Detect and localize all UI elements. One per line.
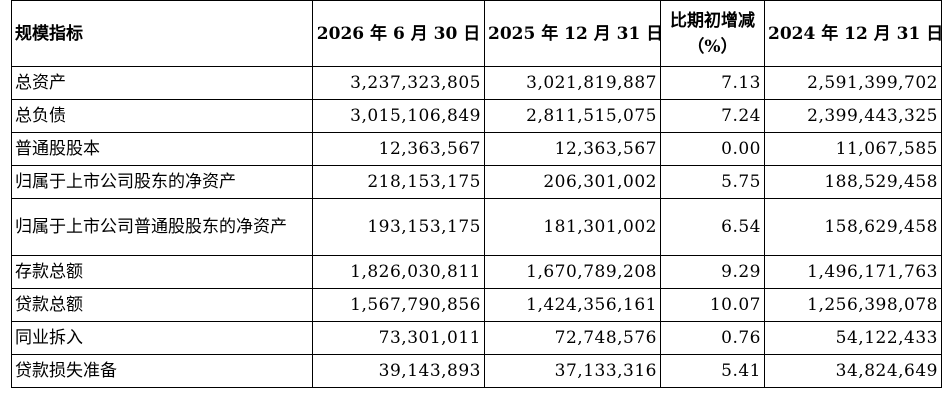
- cell-value: 12,363,567: [484, 132, 661, 166]
- table-row: 总负债 3,015,106,849 2,811,515,075 7.24 2,3…: [11, 99, 942, 133]
- cell-value: 37,133,316: [484, 354, 661, 388]
- header-row: 规模指标 2026 年 6 月 30 日 2025 年 12 月 31 日 比期…: [11, 0, 942, 67]
- table-row: 普通股股本 12,363,567 12,363,567 0.00 11,067,…: [11, 132, 942, 166]
- cell-value: 1,256,398,078: [764, 288, 942, 322]
- row-label: 存款总额: [11, 255, 313, 289]
- cell-value: 72,748,576: [484, 321, 661, 355]
- cell-change: 5.41: [660, 354, 765, 388]
- cell-value: 2,399,443,325: [764, 99, 942, 133]
- header-indicator: 规模指标: [11, 0, 313, 67]
- header-2024-12-31: 2024 年 12 月 31 日: [764, 0, 942, 67]
- cell-change: 0.76: [660, 321, 765, 355]
- cell-value: 39,143,893: [312, 354, 485, 388]
- cell-value: 12,363,567: [312, 132, 485, 166]
- table-row: 贷款损失准备 39,143,893 37,133,316 5.41 34,824…: [11, 354, 942, 388]
- cell-value: 218,153,175: [312, 165, 485, 199]
- cell-change: 0.00: [660, 132, 765, 166]
- cell-value: 73,301,011: [312, 321, 485, 355]
- cell-change: 9.29: [660, 255, 765, 289]
- cell-change: 5.75: [660, 165, 765, 199]
- cell-value: 181,301,002: [484, 198, 661, 256]
- cell-value: 1,567,790,856: [312, 288, 485, 322]
- header-change-percent: 比期初增减（%）: [660, 0, 765, 67]
- cell-value: 206,301,002: [484, 165, 661, 199]
- financial-table-container: 规模指标 2026 年 6 月 30 日 2025 年 12 月 31 日 比期…: [11, 0, 942, 388]
- row-label: 同业拆入: [11, 321, 313, 355]
- cell-change: 7.13: [660, 66, 765, 100]
- cell-value: 1,826,030,811: [312, 255, 485, 289]
- row-label: 贷款损失准备: [11, 354, 313, 388]
- table-row: 总资产 3,237,323,805 3,021,819,887 7.13 2,5…: [11, 66, 942, 100]
- cell-value: 158,629,458: [764, 198, 942, 256]
- row-label: 归属于上市公司普通股股东的净资产: [11, 198, 313, 256]
- table-row: 存款总额 1,826,030,811 1,670,789,208 9.29 1,…: [11, 255, 942, 289]
- row-label: 归属于上市公司股东的净资产: [11, 165, 313, 199]
- cell-value: 2,811,515,075: [484, 99, 661, 133]
- cell-value: 188,529,458: [764, 165, 942, 199]
- scale-indicators-table: 规模指标 2026 年 6 月 30 日 2025 年 12 月 31 日 比期…: [11, 0, 942, 388]
- cell-value: 34,824,649: [764, 354, 942, 388]
- row-label: 总资产: [11, 66, 313, 100]
- cell-value: 1,670,789,208: [484, 255, 661, 289]
- cell-value: 1,496,171,763: [764, 255, 942, 289]
- cell-value: 2,591,399,702: [764, 66, 942, 100]
- row-label: 总负债: [11, 99, 313, 133]
- cell-value: 11,067,585: [764, 132, 942, 166]
- cell-value: 193,153,175: [312, 198, 485, 256]
- table-row: 贷款总额 1,567,790,856 1,424,356,161 10.07 1…: [11, 288, 942, 322]
- cell-change: 6.54: [660, 198, 765, 256]
- cell-value: 3,015,106,849: [312, 99, 485, 133]
- table-row: 归属于上市公司股东的净资产 218,153,175 206,301,002 5.…: [11, 165, 942, 199]
- row-label: 普通股股本: [11, 132, 313, 166]
- cell-value: 54,122,433: [764, 321, 942, 355]
- cell-value: 1,424,356,161: [484, 288, 661, 322]
- cell-value: 3,021,819,887: [484, 66, 661, 100]
- row-label: 贷款总额: [11, 288, 313, 322]
- header-2026-06-30: 2026 年 6 月 30 日: [312, 0, 485, 67]
- cell-change: 7.24: [660, 99, 765, 133]
- table-row: 同业拆入 73,301,011 72,748,576 0.76 54,122,4…: [11, 321, 942, 355]
- cell-change: 10.07: [660, 288, 765, 322]
- cell-value: 3,237,323,805: [312, 66, 485, 100]
- table-row: 归属于上市公司普通股股东的净资产 193,153,175 181,301,002…: [11, 198, 942, 256]
- header-2025-12-31: 2025 年 12 月 31 日: [484, 0, 661, 67]
